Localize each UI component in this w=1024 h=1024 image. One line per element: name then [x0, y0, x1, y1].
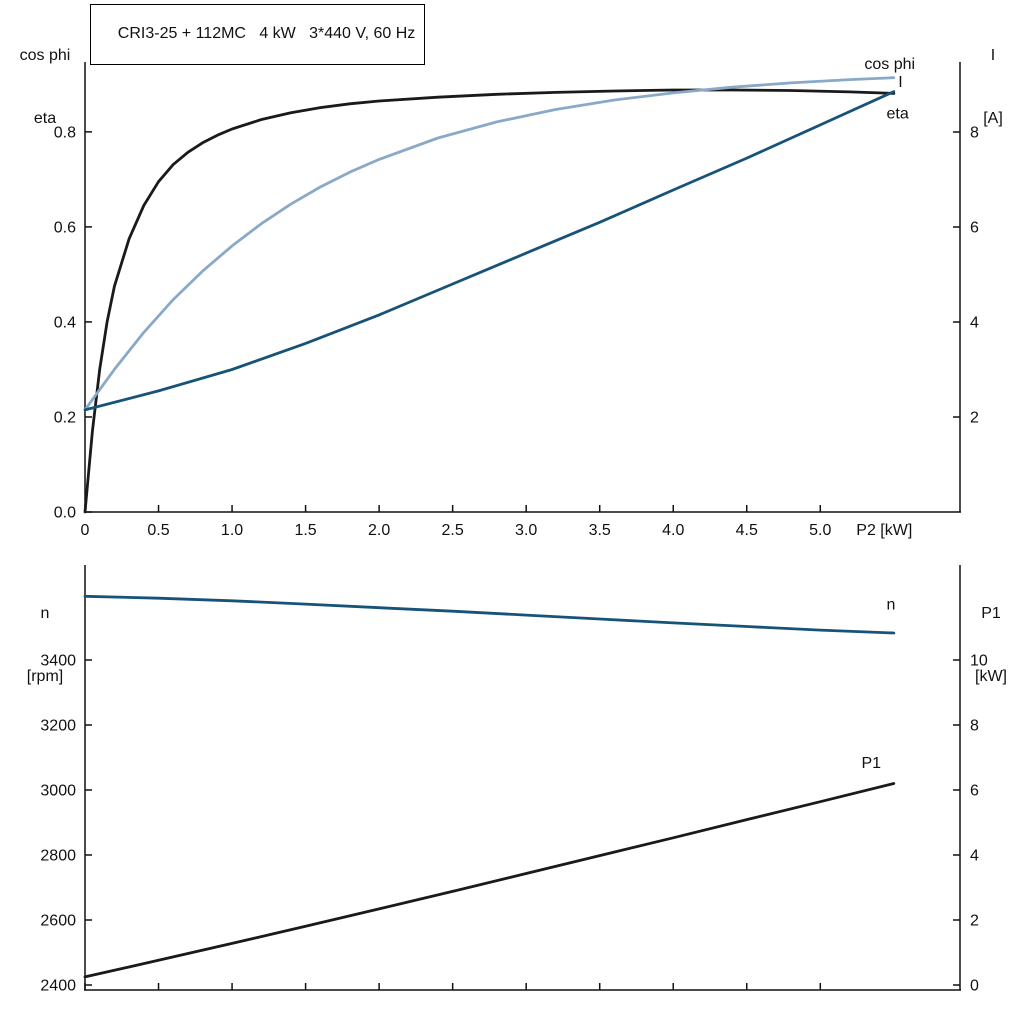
svg-text:4: 4	[970, 847, 979, 864]
svg-text:3400: 3400	[40, 652, 76, 669]
right-axis-title-line2: [kW]	[975, 668, 1007, 685]
svg-text:6: 6	[970, 782, 979, 799]
svg-text:2.5: 2.5	[442, 522, 464, 539]
left-axis-title-line1: cos phi	[19, 47, 71, 64]
svg-text:2600: 2600	[40, 912, 76, 929]
right-axis-title-line2: [A]	[983, 110, 1003, 127]
svg-text:eta: eta	[886, 106, 908, 123]
svg-text:0.5: 0.5	[147, 522, 169, 539]
svg-text:2400: 2400	[40, 977, 76, 994]
svg-text:I: I	[898, 74, 902, 91]
svg-text:8: 8	[970, 717, 979, 734]
svg-text:P2 [kW]: P2 [kW]	[856, 522, 912, 539]
svg-text:6: 6	[970, 220, 979, 237]
svg-text:0: 0	[970, 977, 979, 994]
top-chart-left-axis-title: cos phi eta	[6, 3, 84, 171]
svg-text:cos phi: cos phi	[864, 56, 915, 73]
svg-text:1.5: 1.5	[294, 522, 316, 539]
svg-text:3200: 3200	[40, 717, 76, 734]
bottom-chart-left-axis-title: n [rpm]	[6, 561, 84, 729]
svg-text:1.0: 1.0	[221, 522, 243, 539]
right-axis-title-line1: I	[990, 47, 996, 64]
svg-text:n: n	[886, 596, 895, 613]
left-axis-title-line2: [rpm]	[26, 668, 64, 685]
svg-text:4.0: 4.0	[662, 522, 684, 539]
svg-text:0.0: 0.0	[54, 505, 76, 522]
svg-text:P1: P1	[861, 755, 881, 772]
svg-text:4: 4	[970, 315, 979, 332]
top-chart-right-axis-title: I [A]	[964, 3, 1022, 171]
svg-text:0.8: 0.8	[54, 124, 76, 141]
chart-title-box: CRI3-25 + 112MC 4 kW 3*440 V, 60 Hz	[90, 4, 426, 65]
chart-title: CRI3-25 + 112MC 4 kW 3*440 V, 60 Hz	[117, 25, 416, 42]
left-axis-title-line1: n	[40, 605, 50, 622]
svg-text:2800: 2800	[40, 847, 76, 864]
svg-text:3.5: 3.5	[589, 522, 611, 539]
svg-text:10: 10	[970, 652, 988, 669]
svg-text:4.5: 4.5	[736, 522, 758, 539]
svg-text:2: 2	[970, 410, 979, 427]
svg-text:2: 2	[970, 912, 979, 929]
svg-text:8: 8	[970, 125, 979, 142]
svg-text:3000: 3000	[40, 782, 76, 799]
bottom-chart-right-axis-title: P1 [kW]	[960, 561, 1022, 729]
svg-text:0.6: 0.6	[54, 219, 76, 236]
svg-text:3.0: 3.0	[515, 522, 537, 539]
left-axis-title-line2: eta	[33, 110, 57, 127]
svg-text:0: 0	[81, 522, 90, 539]
svg-text:0.4: 0.4	[54, 314, 76, 331]
svg-text:5.0: 5.0	[809, 522, 831, 539]
svg-text:0.2: 0.2	[54, 409, 76, 426]
svg-text:2.0: 2.0	[368, 522, 390, 539]
right-axis-title-line1: P1	[981, 605, 1001, 622]
